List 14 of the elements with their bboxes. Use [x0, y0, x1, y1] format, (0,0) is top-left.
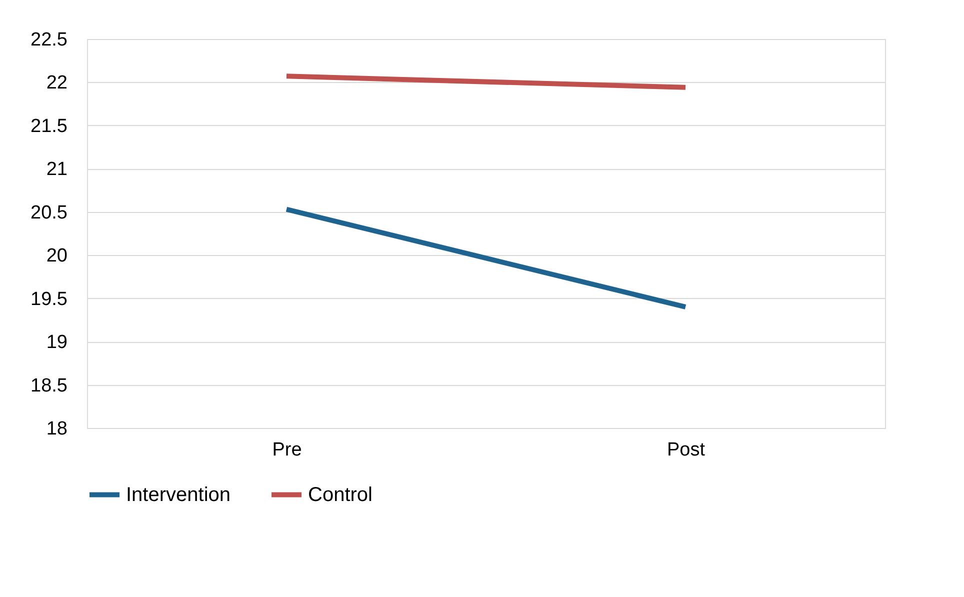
- y-tick-label: 19.5: [30, 288, 68, 310]
- y-tick-label: 18: [46, 418, 68, 440]
- y-tick-label: 22: [46, 72, 68, 94]
- y-tick-label: 22.5: [30, 30, 68, 50]
- y-tick-label: 20.5: [30, 202, 68, 224]
- legend-label: Control: [308, 484, 372, 506]
- legend-label: Intervention: [126, 484, 231, 506]
- y-tick-label: 20: [46, 246, 68, 267]
- y-tick-label: 18.5: [30, 375, 68, 396]
- y-tick-label: 19: [46, 332, 68, 354]
- x-tick-label: Post: [666, 440, 706, 460]
- y-tick-label: 21: [46, 159, 68, 180]
- y-tick-label: 21.5: [30, 116, 68, 137]
- x-tick-label: Pre: [272, 440, 302, 460]
